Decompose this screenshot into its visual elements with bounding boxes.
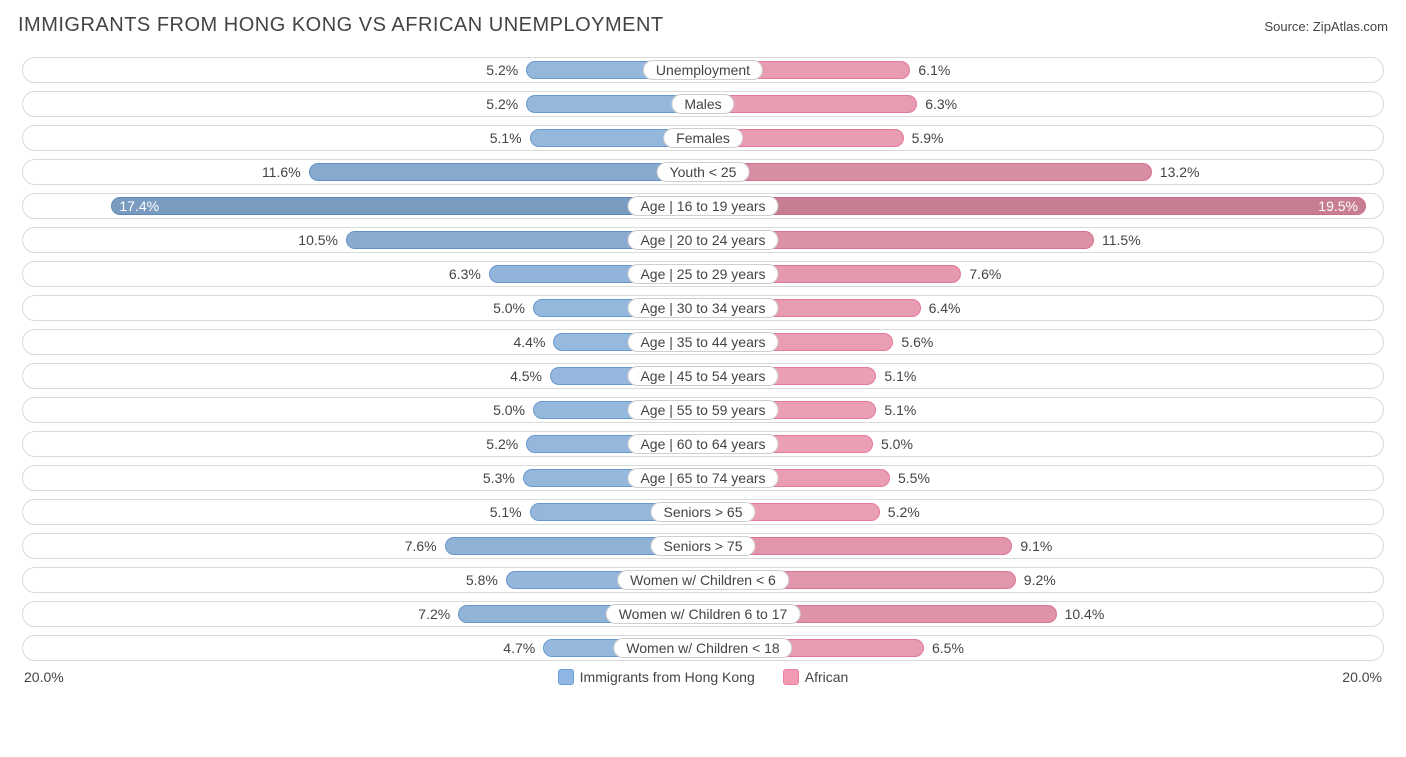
value-right: 6.3% <box>925 92 957 116</box>
value-left: 5.0% <box>493 398 525 422</box>
value-right: 5.0% <box>881 432 913 456</box>
value-left: 5.2% <box>486 58 518 82</box>
value-right: 5.6% <box>901 330 933 354</box>
value-right: 7.6% <box>969 262 1001 286</box>
value-right: 10.4% <box>1065 602 1105 626</box>
value-left: 5.8% <box>466 568 498 592</box>
value-right: 19.5% <box>1318 194 1358 218</box>
category-label: Age | 55 to 59 years <box>627 400 778 420</box>
category-label: Youth < 25 <box>657 162 750 182</box>
category-label: Women w/ Children 6 to 17 <box>606 604 801 624</box>
value-left: 4.5% <box>510 364 542 388</box>
value-left: 5.1% <box>490 500 522 524</box>
butterfly-chart: 5.2% 6.1% Unemployment 5.2% 6.3% Males 5.1% 5.9… <box>18 57 1388 661</box>
value-right: 9.2% <box>1024 568 1056 592</box>
chart-row: 4.4% 5.6% Age | 35 to 44 years <box>22 329 1384 355</box>
legend-swatch-left <box>558 669 574 685</box>
value-left: 6.3% <box>449 262 481 286</box>
value-right: 6.5% <box>932 636 964 660</box>
category-label: Age | 25 to 29 years <box>627 264 778 284</box>
value-left: 4.4% <box>513 330 545 354</box>
bar-right <box>703 163 1152 181</box>
legend-swatch-right <box>783 669 799 685</box>
chart-row: 5.1% 5.9% Females <box>22 125 1384 151</box>
value-right: 5.2% <box>888 500 920 524</box>
value-left: 7.6% <box>405 534 437 558</box>
value-right: 5.1% <box>884 364 916 388</box>
chart-row: 7.2% 10.4% Women w/ Children 6 to 17 <box>22 601 1384 627</box>
category-label: Age | 16 to 19 years <box>627 196 778 216</box>
chart-row: 5.2% 5.0% Age | 60 to 64 years <box>22 431 1384 457</box>
chart-footer: 20.0% Immigrants from Hong Kong African … <box>18 669 1388 685</box>
value-right: 6.1% <box>918 58 950 82</box>
chart-row: 5.0% 6.4% Age | 30 to 34 years <box>22 295 1384 321</box>
category-label: Seniors > 75 <box>651 536 756 556</box>
chart-row: 7.6% 9.1% Seniors > 75 <box>22 533 1384 559</box>
bar-left <box>309 163 703 181</box>
chart-row: 5.0% 5.1% Age | 55 to 59 years <box>22 397 1384 423</box>
axis-max-right: 20.0% <box>1342 669 1382 685</box>
chart-title: IMMIGRANTS FROM HONG KONG VS AFRICAN UNE… <box>18 14 664 37</box>
value-left: 10.5% <box>298 228 338 252</box>
value-right: 13.2% <box>1160 160 1200 184</box>
category-label: Age | 20 to 24 years <box>627 230 778 250</box>
chart-row: 17.4% 19.5% Age | 16 to 19 years <box>22 193 1384 219</box>
value-left: 5.3% <box>483 466 515 490</box>
chart-row: 5.1% 5.2% Seniors > 65 <box>22 499 1384 525</box>
chart-row: 6.3% 7.6% Age | 25 to 29 years <box>22 261 1384 287</box>
bar-right <box>703 197 1366 215</box>
legend-item-left: Immigrants from Hong Kong <box>558 669 755 685</box>
chart-row: 5.3% 5.5% Age | 65 to 74 years <box>22 465 1384 491</box>
chart-source: Source: ZipAtlas.com <box>1264 19 1388 34</box>
chart-row: 5.8% 9.2% Women w/ Children < 6 <box>22 567 1384 593</box>
value-right: 6.4% <box>929 296 961 320</box>
chart-header: IMMIGRANTS FROM HONG KONG VS AFRICAN UNE… <box>18 14 1388 37</box>
value-left: 5.2% <box>486 432 518 456</box>
legend-item-right: African <box>783 669 849 685</box>
category-label: Age | 45 to 54 years <box>627 366 778 386</box>
value-right: 5.5% <box>898 466 930 490</box>
value-left: 5.2% <box>486 92 518 116</box>
source-name: ZipAtlas.com <box>1313 19 1388 34</box>
legend-label-right: African <box>805 669 849 685</box>
value-right: 5.9% <box>912 126 944 150</box>
value-left: 7.2% <box>418 602 450 626</box>
legend: Immigrants from Hong Kong African <box>64 669 1343 685</box>
category-label: Females <box>663 128 743 148</box>
value-left: 17.4% <box>119 194 159 218</box>
bar-right <box>703 95 917 113</box>
chart-row: 11.6% 13.2% Youth < 25 <box>22 159 1384 185</box>
value-left: 5.1% <box>490 126 522 150</box>
category-label: Age | 60 to 64 years <box>627 434 778 454</box>
category-label: Age | 65 to 74 years <box>627 468 778 488</box>
bar-left <box>111 197 703 215</box>
legend-label-left: Immigrants from Hong Kong <box>580 669 755 685</box>
category-label: Age | 30 to 34 years <box>627 298 778 318</box>
category-label: Males <box>671 94 734 114</box>
axis-max-left: 20.0% <box>24 669 64 685</box>
chart-row: 4.7% 6.5% Women w/ Children < 18 <box>22 635 1384 661</box>
category-label: Women w/ Children < 18 <box>613 638 792 658</box>
category-label: Women w/ Children < 6 <box>617 570 789 590</box>
source-label: Source: <box>1264 19 1312 34</box>
category-label: Age | 35 to 44 years <box>627 332 778 352</box>
chart-row: 4.5% 5.1% Age | 45 to 54 years <box>22 363 1384 389</box>
chart-row: 5.2% 6.3% Males <box>22 91 1384 117</box>
chart-row: 10.5% 11.5% Age | 20 to 24 years <box>22 227 1384 253</box>
value-left: 5.0% <box>493 296 525 320</box>
category-label: Seniors > 65 <box>651 502 756 522</box>
value-right: 9.1% <box>1020 534 1052 558</box>
category-label: Unemployment <box>643 60 763 80</box>
value-left: 11.6% <box>262 160 301 184</box>
chart-row: 5.2% 6.1% Unemployment <box>22 57 1384 83</box>
value-left: 4.7% <box>503 636 535 660</box>
value-right: 5.1% <box>884 398 916 422</box>
value-right: 11.5% <box>1102 228 1141 252</box>
